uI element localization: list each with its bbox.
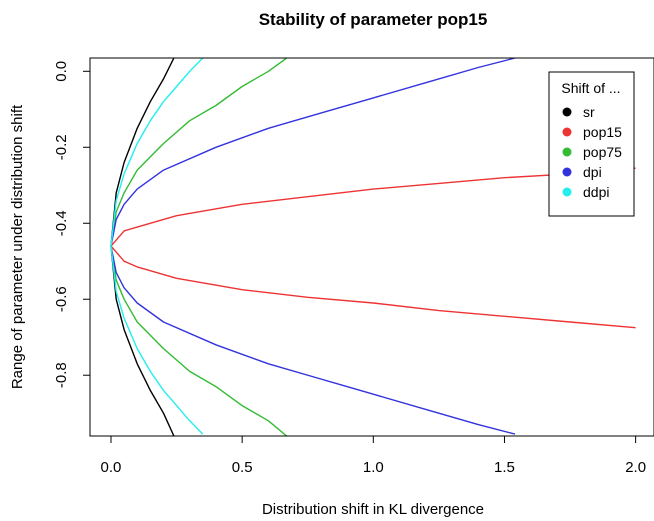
series-line-sr-upper [110,58,175,247]
x-tick-label: 2.0 [625,459,646,476]
y-tick-label: -0.4 [53,210,70,236]
y-axis: 0.0 -0.2 -0.4 -0.6 -0.8 [53,61,90,388]
series-line-pop15-lower [110,245,636,329]
legend-label-sr: sr [583,104,595,120]
legend-items: sr pop15 pop75 dpi ddpi [562,104,622,200]
series-line-dpi-upper [110,58,516,247]
y-axis-label: Range of parameter under distribution sh… [9,104,26,389]
series-curves [110,58,636,436]
legend-label-pop15: pop15 [583,124,622,140]
legend-marker-sr [562,107,572,117]
series-line-dpi-lower [110,245,516,435]
legend-title: Shift of ... [561,80,620,96]
series-line-pop75-upper [110,58,288,247]
series-line-ddpi-lower [110,246,204,435]
legend-marker-pop75 [562,147,572,157]
x-tick-label: 1.0 [363,459,384,476]
legend: Shift of ... sr pop15 pop75 dpi ddpi [548,71,635,217]
x-tick-label: 0.0 [101,459,122,476]
series-line-pop75-lower [110,245,288,436]
legend-marker-ddpi [562,187,572,197]
series-line-sr-lower [110,246,175,436]
legend-label-pop75: pop75 [583,144,622,160]
y-tick-label: 0.0 [53,61,70,82]
legend-marker-pop15 [562,127,572,137]
x-axis: 0.0 0.5 1.0 1.5 2.0 [101,436,646,476]
y-tick-label: -0.6 [53,286,70,312]
plot-frame [89,57,654,437]
series-line-pop15-upper [110,167,636,247]
chart-title: Stability of parameter pop15 [259,10,488,29]
x-tick-label: 0.5 [232,459,253,476]
legend-label-dpi: dpi [583,164,602,180]
x-axis-label: Distribution shift in KL divergence [262,501,484,518]
y-tick-label: -0.2 [53,134,70,160]
legend-label-ddpi: ddpi [583,184,609,200]
x-tick-label: 1.5 [494,459,515,476]
legend-marker-dpi [562,167,572,177]
series-line-ddpi-upper [110,58,204,247]
y-tick-label: -0.8 [53,362,70,388]
